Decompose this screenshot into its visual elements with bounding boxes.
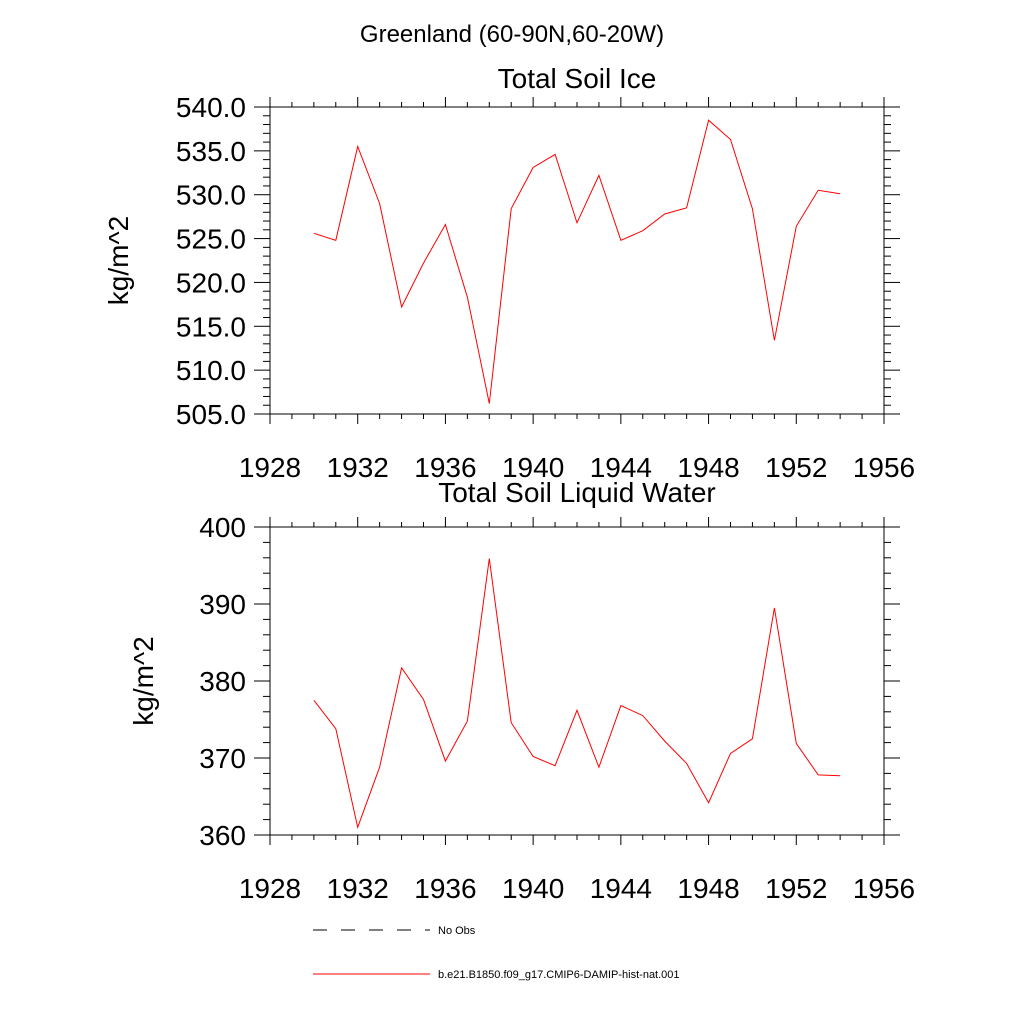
x-tick-label: 1932 xyxy=(327,873,389,904)
y-tick-label: 370 xyxy=(199,743,246,774)
x-tick-label: 1944 xyxy=(590,452,652,483)
y-tick-label: 540.0 xyxy=(176,92,246,123)
x-tick-label: 1928 xyxy=(239,873,301,904)
y-tick-label: 360 xyxy=(199,820,246,851)
plot-frame xyxy=(269,106,885,415)
y-tick-label: 380 xyxy=(199,666,246,697)
y-axis-label: kg/m^2 xyxy=(103,216,134,305)
y-tick-label: 515.0 xyxy=(176,311,246,342)
x-tick-label: 1940 xyxy=(502,873,564,904)
y-tick-label: 390 xyxy=(199,589,246,620)
x-tick-label: 1956 xyxy=(853,452,915,483)
panel-title: Total Soil Ice xyxy=(498,63,657,94)
y-tick-label: 510.0 xyxy=(176,355,246,386)
panel-total-soil-ice: Total Soil Ice 1928 1932 1936 1940 1944 1948 19… xyxy=(103,63,915,483)
legend: No Obs b.e21.B1850.f09_g17.CMIP6-DAMIP-h… xyxy=(313,925,680,981)
panel-total-soil-liquid-water: Total Soil Liquid Water 1928 1932 1936 1940 1… xyxy=(128,477,915,904)
y-axis-label: kg/m^2 xyxy=(128,636,159,725)
y-tick-label: 400 xyxy=(199,512,246,543)
plot-frame xyxy=(269,526,885,836)
x-tick-label: 1936 xyxy=(414,873,476,904)
x-tick-label: 1952 xyxy=(765,873,827,904)
x-tick-label: 1936 xyxy=(414,452,476,483)
x-tick-label: 1948 xyxy=(677,873,739,904)
x-tick-label: 1932 xyxy=(327,452,389,483)
panel-title: Total Soil Liquid Water xyxy=(438,477,716,508)
x-tick-label: 1940 xyxy=(502,452,564,483)
legend-label-series: b.e21.B1850.f09_g17.CMIP6-DAMIP-hist-nat… xyxy=(438,969,680,981)
y-tick-label: 520.0 xyxy=(176,267,246,298)
x-tick-label: 1956 xyxy=(853,873,915,904)
x-tick-label: 1928 xyxy=(239,452,301,483)
y-tick-label: 535.0 xyxy=(176,136,246,167)
y-tick-label: 525.0 xyxy=(176,224,246,255)
series-line xyxy=(313,119,841,404)
y-tick-label: 505.0 xyxy=(176,399,246,430)
series-line xyxy=(313,558,841,830)
legend-label-no-obs: No Obs xyxy=(438,925,476,937)
y-tick-label: 530.0 xyxy=(176,180,246,211)
x-tick-label: 1952 xyxy=(765,452,827,483)
x-tick-label: 1948 xyxy=(677,452,739,483)
figure-title: Greenland (60-90N,60-20W) xyxy=(360,21,664,48)
x-tick-label: 1944 xyxy=(590,873,652,904)
